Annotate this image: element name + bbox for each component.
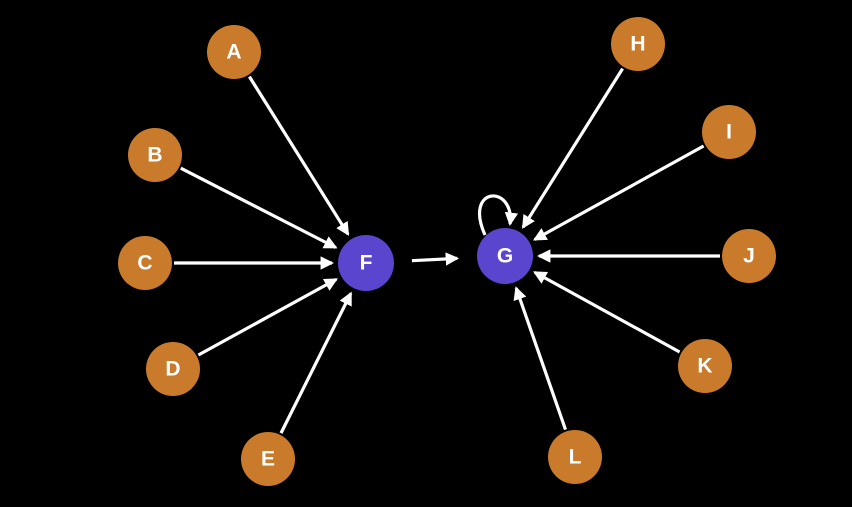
node-k-label: K bbox=[697, 355, 712, 378]
edges-layer bbox=[174, 67, 720, 434]
node-d: D bbox=[146, 342, 200, 396]
node-b-circle bbox=[128, 128, 182, 182]
node-d-label: D bbox=[165, 358, 180, 381]
node-h: H bbox=[611, 17, 665, 71]
edge-i-to-g bbox=[532, 144, 705, 241]
node-e-circle bbox=[241, 432, 295, 486]
edge-l-to-g bbox=[513, 286, 568, 431]
node-a: A bbox=[207, 25, 261, 79]
edge-k-to-g bbox=[533, 270, 681, 354]
node-l: L bbox=[548, 430, 602, 484]
node-k: K bbox=[678, 339, 732, 393]
node-b: B bbox=[128, 128, 182, 182]
node-c: C bbox=[118, 236, 172, 290]
node-c-label: C bbox=[137, 252, 152, 275]
node-g-label: G bbox=[497, 245, 513, 268]
node-j: J bbox=[722, 229, 776, 283]
node-j-circle bbox=[722, 229, 776, 283]
node-l-circle bbox=[548, 430, 602, 484]
node-i-circle bbox=[702, 105, 756, 159]
edge-g-to-g bbox=[478, 194, 519, 236]
node-a-label: A bbox=[226, 41, 241, 64]
node-g-circle bbox=[477, 228, 533, 284]
node-d-circle bbox=[146, 342, 200, 396]
edge-e-to-f bbox=[279, 291, 353, 434]
node-f: F bbox=[338, 235, 394, 291]
edge-f-to-g bbox=[411, 252, 460, 266]
node-h-label: H bbox=[630, 33, 645, 56]
node-e: E bbox=[241, 432, 295, 486]
edge-b-to-f bbox=[180, 166, 338, 249]
node-g: G bbox=[477, 228, 533, 284]
node-b-label: B bbox=[147, 144, 162, 167]
node-a-circle bbox=[207, 25, 261, 79]
node-i: I bbox=[702, 105, 756, 159]
edge-h-to-g bbox=[521, 67, 624, 229]
node-k-circle bbox=[678, 339, 732, 393]
node-e-label: E bbox=[261, 448, 275, 471]
node-h-circle bbox=[611, 17, 665, 71]
node-f-label: F bbox=[360, 252, 373, 275]
edge-d-to-f bbox=[197, 277, 338, 357]
edge-a-to-f bbox=[248, 75, 350, 236]
node-l-label: L bbox=[569, 446, 582, 469]
node-f-circle bbox=[338, 235, 394, 291]
node-c-circle bbox=[118, 236, 172, 290]
node-j-label: J bbox=[743, 245, 755, 268]
node-i-label: I bbox=[726, 121, 732, 144]
nodes-layer: A B C D E F G H I J K L bbox=[118, 17, 776, 486]
